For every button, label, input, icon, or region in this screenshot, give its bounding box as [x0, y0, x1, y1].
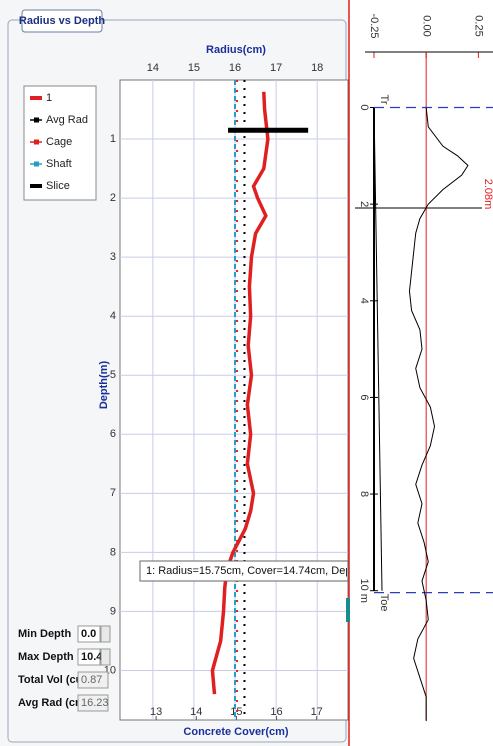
y-tick-label: 4: [358, 298, 370, 304]
control-field[interactable]: [77, 625, 101, 643]
panel-tab: [21, 9, 103, 33]
x-tick-label: 0.00: [420, 15, 432, 36]
y-tick-label: 1: [110, 133, 116, 145]
x-tick-label: 15: [188, 62, 200, 74]
spin-button[interactable]: [100, 648, 111, 666]
taper-line: [373, 107, 383, 591]
y-tick-label: 4: [110, 310, 116, 322]
x-tick-label: -0.25: [368, 13, 380, 38]
y-tick-label: 6: [358, 394, 370, 400]
y-tick-label: 0: [358, 104, 370, 110]
legend-marker: [34, 117, 39, 123]
control-label: Max Depth: [18, 651, 74, 663]
toe-label: Toe: [378, 594, 390, 612]
panel-title: Radius vs Depth: [19, 15, 105, 27]
x2-tick-label: 17: [311, 706, 323, 718]
y-tick-label: 8: [358, 491, 370, 497]
scroll-marker: [346, 598, 350, 622]
control-value: 0.87: [81, 674, 102, 686]
legend-marker: [34, 161, 39, 167]
y-tick-label: 10 m: [358, 578, 370, 602]
tooltip-text: 1: Radius=15.75cm, Cover=14.74cm, Depth=…: [146, 565, 388, 577]
x-tick-label: 16: [229, 62, 241, 74]
tr-label: Tr: [378, 95, 390, 105]
y-tick-label: 8: [110, 546, 116, 558]
legend-label: 1: [46, 92, 52, 104]
x2-tick-label: 14: [190, 706, 202, 718]
x-tick-label: 0.25: [472, 15, 484, 36]
y-tick-label: 2: [110, 192, 116, 204]
radius-line: [210, 91, 270, 695]
control-field[interactable]: [77, 648, 101, 666]
x-tick-label: 18: [311, 62, 323, 74]
legend-marker: [34, 139, 39, 145]
y-axis-title: Depth(m): [98, 361, 110, 410]
spin-button[interactable]: [100, 625, 111, 643]
y-tick-label: 6: [110, 428, 116, 440]
legend-label: Cage: [46, 136, 72, 148]
y-tick-label: 3: [110, 251, 116, 263]
tooltip-box: [139, 560, 349, 582]
x2-tick-label: 16: [270, 706, 282, 718]
control-value: 16.23: [81, 697, 109, 709]
legend-label: Avg Rad: [46, 114, 88, 126]
tooltip: [139, 560, 349, 582]
marker-label: 2.08m: [482, 179, 493, 210]
y-tick-label: 2: [358, 201, 370, 207]
y-tick-label: 9: [110, 605, 116, 617]
control-value: 10.4: [81, 651, 103, 663]
signal-trace: [408, 107, 469, 722]
y-tick-label: 5: [110, 369, 116, 381]
x2-tick-label: 13: [150, 706, 162, 718]
x-tick-label: 14: [147, 62, 159, 74]
legend-label: Slice: [46, 180, 70, 192]
x2-axis-title: Concrete Cover(cm): [183, 726, 288, 738]
control-label: Min Depth: [18, 628, 71, 640]
y-tick-label: 7: [110, 487, 116, 499]
control-field: [77, 671, 109, 689]
control-field: [77, 694, 109, 712]
x-tick-label: 17: [270, 62, 282, 74]
plot-area: [119, 79, 349, 721]
control-value: 0.0: [81, 628, 96, 640]
control-label: Avg Rad (cm): [18, 697, 89, 709]
x-axis-title: Radius(cm): [206, 44, 266, 56]
legend-label: Shaft: [46, 158, 72, 170]
